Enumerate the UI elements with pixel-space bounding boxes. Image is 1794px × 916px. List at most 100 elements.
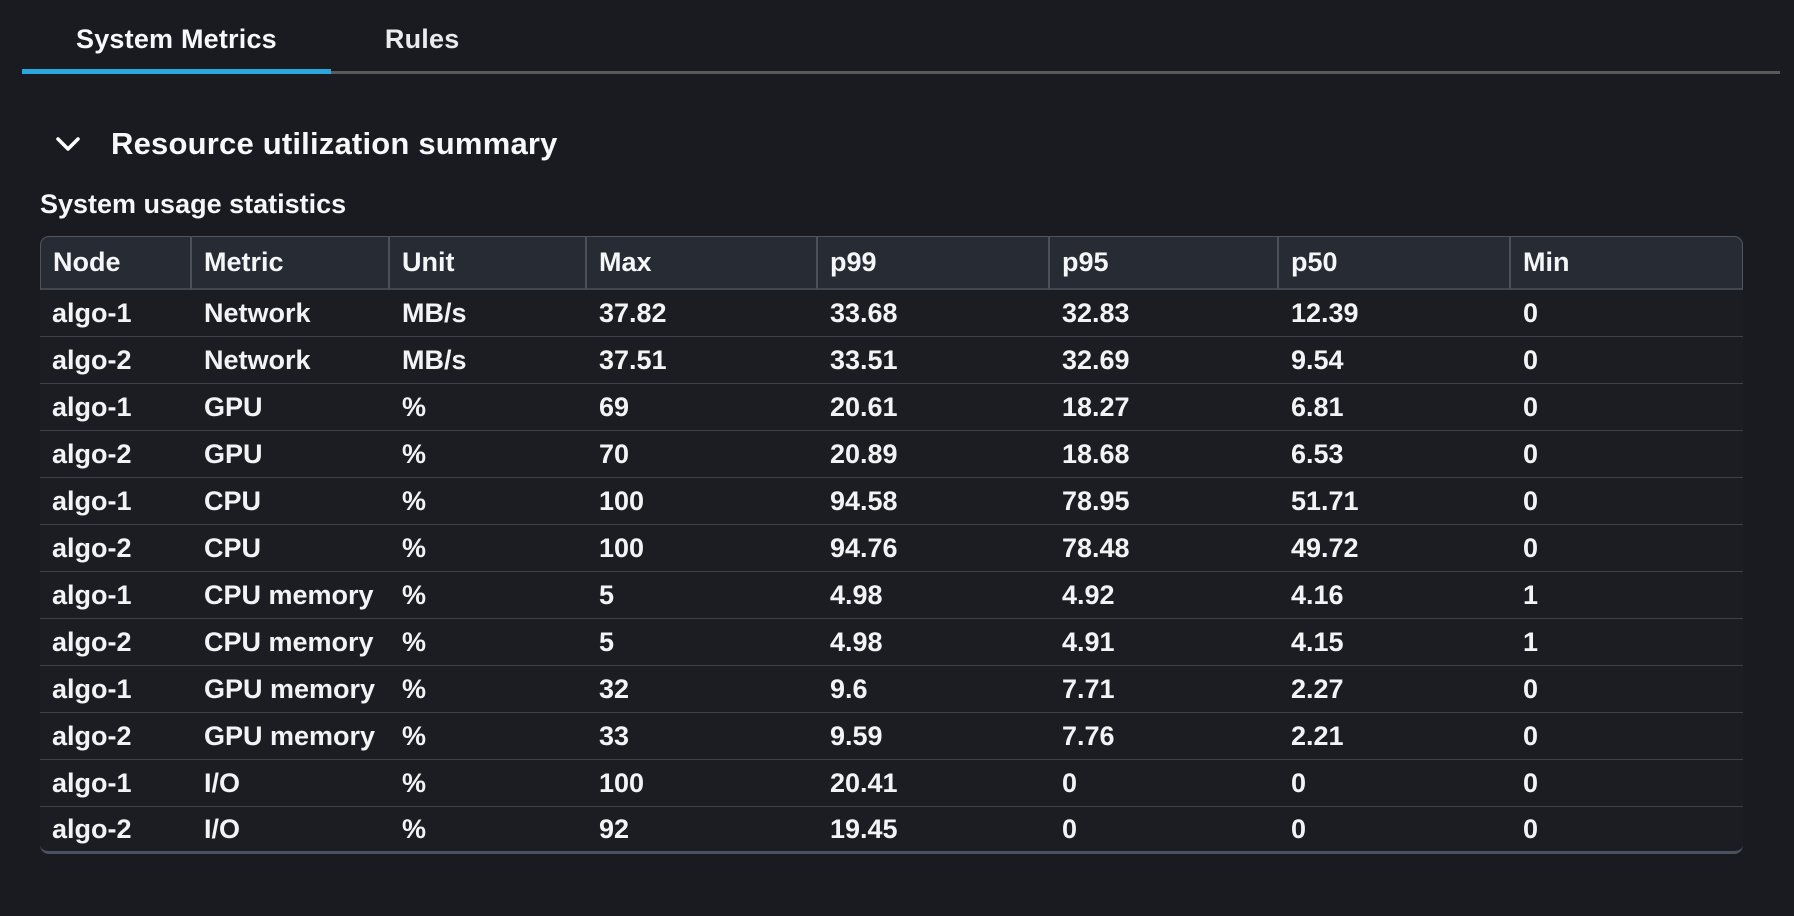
table-cell: % [390, 431, 587, 478]
table-cell: 5 [587, 572, 818, 619]
table-cell: % [390, 760, 587, 807]
table-cell: 78.95 [1050, 478, 1279, 525]
table-row[interactable]: algo-2 CPU% 100 94.76 78.48 49.72 0 [40, 525, 1743, 572]
table-cell: 0 [1511, 760, 1743, 807]
table-cell: GPU memory [192, 666, 390, 713]
table-cell: 4.98 [818, 619, 1050, 666]
table-cell: 69 [587, 384, 818, 431]
table-cell: 4.16 [1279, 572, 1511, 619]
table-cell: algo-1 [40, 666, 192, 713]
table-cell: 0 [1511, 525, 1743, 572]
table-cell: algo-2 [40, 525, 192, 572]
column-header-metric[interactable]: Metric [192, 236, 390, 290]
table-cell: % [390, 619, 587, 666]
table-cell: 33 [587, 713, 818, 760]
table-cell: 7.71 [1050, 666, 1279, 713]
table-cell: 0 [1279, 760, 1511, 807]
table-cell: 1 [1511, 572, 1743, 619]
table-cell: 0 [1050, 760, 1279, 807]
column-header-min[interactable]: Min [1511, 236, 1743, 290]
table-cell: % [390, 384, 587, 431]
tab-label: Rules [384, 24, 460, 54]
table-cell: 0 [1511, 384, 1743, 431]
chevron-down-icon[interactable] [55, 135, 81, 153]
table-cell: 0 [1511, 713, 1743, 760]
column-header-node[interactable]: Node [40, 236, 192, 290]
tab-label: System Metrics [76, 24, 277, 54]
section-title: Resource utilization summary [111, 126, 558, 161]
table-cell: 20.89 [818, 431, 1050, 478]
table-cell: 94.76 [818, 525, 1050, 572]
table-cell: Network [192, 337, 390, 384]
table-cell: GPU memory [192, 713, 390, 760]
table-cell: 0 [1511, 478, 1743, 525]
tab-rules[interactable]: Rules [331, 0, 514, 74]
table-cell: 0 [1511, 337, 1743, 384]
column-header-unit[interactable]: Unit [390, 236, 587, 290]
table-cell: 9.59 [818, 713, 1050, 760]
table-cell: 1 [1511, 619, 1743, 666]
table-cell: % [390, 572, 587, 619]
table-cell: 51.71 [1279, 478, 1511, 525]
table-cell: 70 [587, 431, 818, 478]
table-cell: 9.54 [1279, 337, 1511, 384]
table-row[interactable]: algo-2 GPU% 70 20.89 18.68 6.53 0 [40, 431, 1743, 478]
table-cell: 19.45 [818, 807, 1050, 854]
column-header-max[interactable]: Max [587, 236, 818, 290]
table-cell: algo-1 [40, 384, 192, 431]
table-row[interactable]: algo-1 I/O% 100 20.41 0 0 0 [40, 760, 1743, 807]
section-header-resource-utilization: Resource utilization summary [55, 124, 1794, 164]
table-cell: 37.82 [587, 290, 818, 337]
table-cell: 2.21 [1279, 713, 1511, 760]
table-cell: GPU [192, 384, 390, 431]
system-usage-table-container: Node Metric Unit Max p99 p95 p50 Min algo-1 Netw… [40, 236, 1743, 854]
table-cell: algo-2 [40, 619, 192, 666]
table-cell: CPU memory [192, 619, 390, 666]
table-cell: algo-2 [40, 431, 192, 478]
table-cell: 9.6 [818, 666, 1050, 713]
column-header-p50[interactable]: p50 [1279, 236, 1511, 290]
table-cell: CPU [192, 525, 390, 572]
table-row[interactable]: algo-1 Network MB/s 37.82 33.68 32.83 12.39 0 [40, 290, 1743, 337]
table-row[interactable]: algo-2 CPU memory% 5 4.98 4.91 4.15 1 [40, 619, 1743, 666]
table-cell: algo-2 [40, 337, 192, 384]
table-row[interactable]: algo-2 I/O% 92 19.45 0 0 0 [40, 807, 1743, 854]
table-cell: 32.83 [1050, 290, 1279, 337]
table-cell: MB/s [390, 337, 587, 384]
table-cell: % [390, 525, 587, 572]
table-cell: 78.48 [1050, 525, 1279, 572]
table-cell: 100 [587, 760, 818, 807]
table-cell: CPU memory [192, 572, 390, 619]
table-cell: 4.91 [1050, 619, 1279, 666]
table-cell: 0 [1050, 807, 1279, 854]
table-cell: 92 [587, 807, 818, 854]
table-cell: 4.15 [1279, 619, 1511, 666]
table-cell: 37.51 [587, 337, 818, 384]
table-row[interactable]: algo-1 GPU% 69 20.61 18.27 6.81 0 [40, 384, 1743, 431]
table-cell: 20.41 [818, 760, 1050, 807]
table-row[interactable]: algo-1 CPU memory% 5 4.98 4.92 4.16 1 [40, 572, 1743, 619]
table-cell: 100 [587, 478, 818, 525]
table-cell: algo-2 [40, 713, 192, 760]
table-cell: 18.68 [1050, 431, 1279, 478]
table-cell: 94.58 [818, 478, 1050, 525]
column-header-p99[interactable]: p99 [818, 236, 1050, 290]
table-cell: % [390, 666, 587, 713]
table-cell: MB/s [390, 290, 587, 337]
table-cell: % [390, 478, 587, 525]
table-row[interactable]: algo-2 GPU memory% 33 9.59 7.76 2.21 0 [40, 713, 1743, 760]
table-cell: 5 [587, 619, 818, 666]
table-row[interactable]: algo-1 GPU memory% 32 9.6 7.71 2.27 0 [40, 666, 1743, 713]
system-usage-table: Node Metric Unit Max p99 p95 p50 Min algo-1 Netw… [40, 236, 1743, 854]
table-row[interactable]: algo-2 Network MB/s 37.51 33.51 32.69 9.54 0 [40, 337, 1743, 384]
table-cell: GPU [192, 431, 390, 478]
table-caption: System usage statistics [40, 189, 347, 219]
table-cell: 7.76 [1050, 713, 1279, 760]
column-header-p95[interactable]: p95 [1050, 236, 1279, 290]
table-cell: algo-1 [40, 290, 192, 337]
table-cell: % [390, 713, 587, 760]
table-cell: I/O [192, 807, 390, 854]
table-row[interactable]: algo-1 CPU% 100 94.58 78.95 51.71 0 [40, 478, 1743, 525]
tab-system-metrics[interactable]: System Metrics [22, 0, 331, 74]
table-cell: 6.81 [1279, 384, 1511, 431]
